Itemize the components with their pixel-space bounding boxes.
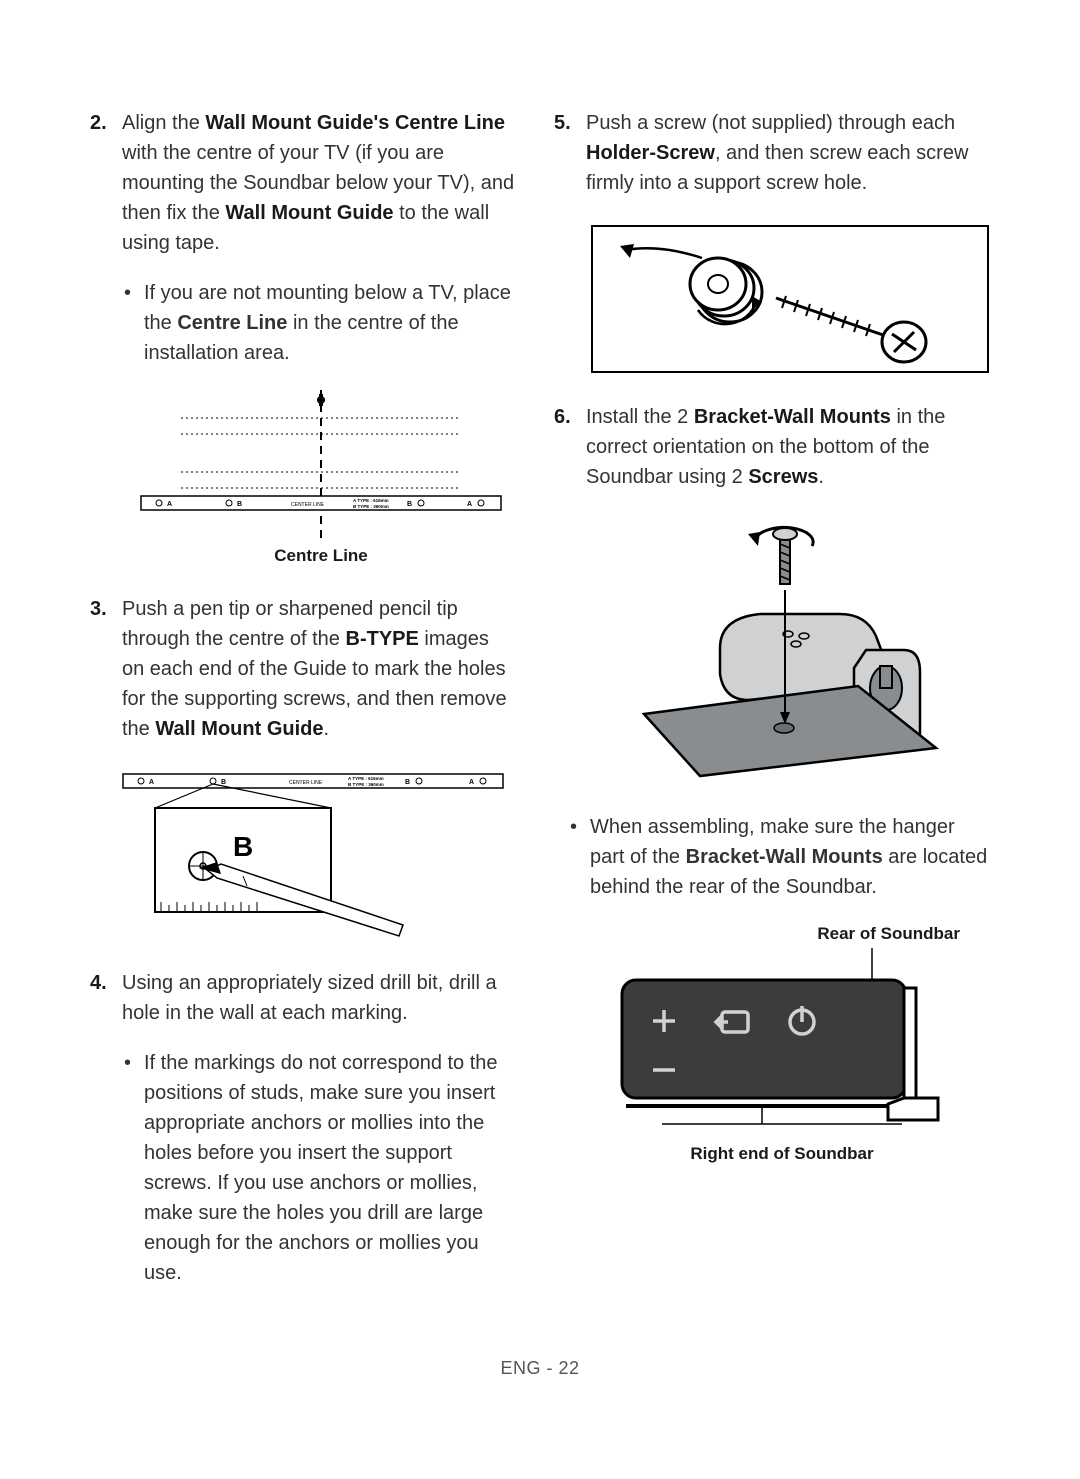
svg-text:CENTER LINE: CENTER LINE — [289, 780, 323, 786]
step-5: 5. Push a screw (not supplied) through e… — [554, 108, 990, 198]
svg-text:A: A — [167, 501, 172, 508]
figure-bracket-mount — [590, 518, 990, 778]
svg-text:B: B — [405, 779, 410, 786]
svg-text:A: A — [467, 501, 472, 508]
step-6-text: Install the 2 Bracket-Wall Mounts in the… — [586, 402, 990, 492]
fig-caption-right-end: Right end of Soundbar — [690, 1144, 873, 1164]
step-4-sub: If the markings do not correspond to the… — [90, 1048, 516, 1298]
centre-line-diagram: A B CENTER LINE A TYPE : 616mm B TYPE : … — [131, 390, 511, 540]
svg-text:A: A — [149, 779, 154, 786]
step-3: 3. Push a pen tip or sharpened pencil ti… — [90, 594, 516, 744]
step-6-bullet: When assembling, make sure the hanger pa… — [568, 812, 990, 902]
right-column: 5. Push a screw (not supplied) through e… — [554, 108, 990, 1298]
figure-holder-screw — [590, 224, 990, 374]
step-num-5: 5. — [554, 108, 586, 198]
holder-screw-icon — [690, 258, 762, 324]
figure-btype: A B CENTER LINE A TYPE : 616mm B TYPE : … — [110, 770, 516, 940]
svg-text:A: A — [469, 779, 474, 786]
step-2: 2. Align the Wall Mount Guide's Centre L… — [90, 108, 516, 258]
step-2-bullet: If you are not mounting below a TV, plac… — [122, 278, 516, 368]
rotating-screw-icon — [748, 527, 813, 584]
holder-screw-diagram — [590, 224, 990, 374]
step-4-bullet: If the markings do not correspond to the… — [122, 1048, 516, 1288]
btype-diagram: A B CENTER LINE A TYPE : 616mm B TYPE : … — [113, 770, 513, 940]
svg-text:B: B — [221, 779, 226, 786]
step-5-text: Push a screw (not supplied) through each… — [586, 108, 990, 198]
svg-text:A TYPE : 616mm: A TYPE : 616mm — [348, 776, 384, 781]
step-6: 6. Install the 2 Bracket-Wall Mounts in … — [554, 402, 990, 492]
figure-centre-line: A B CENTER LINE A TYPE : 616mm B TYPE : … — [126, 390, 516, 566]
step-6-sub: When assembling, make sure the hanger pa… — [554, 812, 990, 912]
svg-text:A TYPE : 616mm: A TYPE : 616mm — [353, 498, 389, 503]
step-3-text: Push a pen tip or sharpened pencil tip t… — [122, 594, 516, 744]
step-2-sub: If you are not mounting below a TV, plac… — [90, 278, 516, 378]
step-num-6: 6. — [554, 402, 586, 492]
left-column: 2. Align the Wall Mount Guide's Centre L… — [90, 108, 516, 1298]
page-footer: ENG - 22 — [0, 1358, 1080, 1379]
svg-text:CENTER LINE: CENTER LINE — [291, 502, 325, 508]
step-num-2: 2. — [90, 108, 122, 258]
fig-caption-centre-line: Centre Line — [274, 546, 368, 566]
rear-soundbar-diagram — [602, 948, 962, 1138]
step-4: 4. Using an appropriately sized drill bi… — [90, 968, 516, 1028]
bracket-mount-diagram — [640, 518, 940, 778]
step-num-3: 3. — [90, 594, 122, 744]
step-2-text: Align the Wall Mount Guide's Centre Line… — [122, 108, 516, 258]
svg-text:B: B — [237, 501, 242, 508]
svg-text:B TYPE : 360mm: B TYPE : 360mm — [348, 782, 384, 787]
fig-caption-rear: Rear of Soundbar — [574, 924, 990, 944]
step-num-4: 4. — [90, 968, 122, 1028]
svg-text:B TYPE : 360mm: B TYPE : 360mm — [353, 504, 389, 509]
btype-letter: B — [233, 831, 253, 862]
figure-rear-soundbar: Rear of Soundbar — [574, 924, 990, 1164]
svg-text:B: B — [407, 501, 412, 508]
step-4-text: Using an appropriately sized drill bit, … — [122, 968, 516, 1028]
